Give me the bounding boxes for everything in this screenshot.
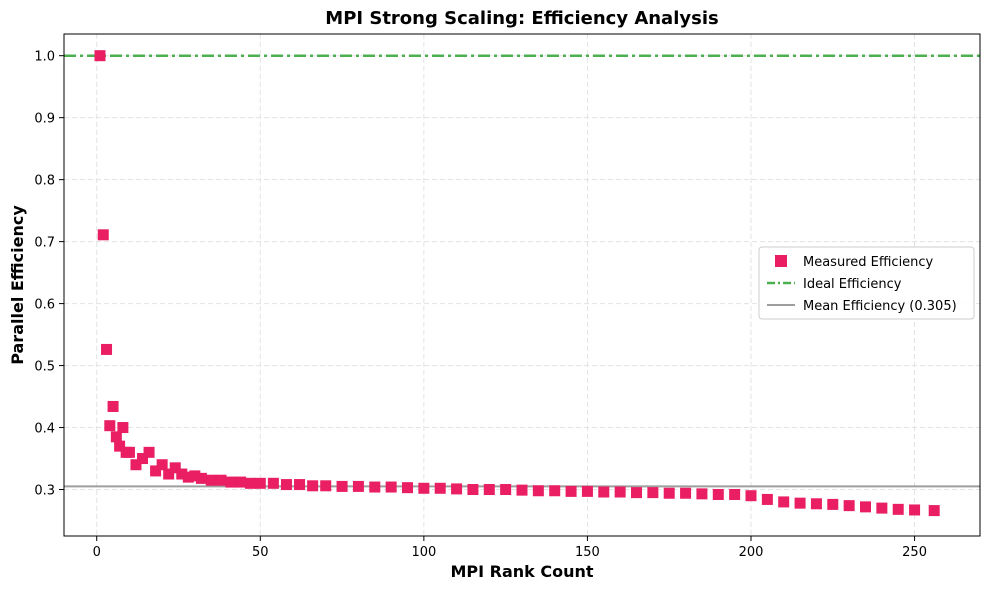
- data-point: [581, 485, 593, 497]
- data-point: [163, 468, 175, 480]
- data-point: [189, 470, 201, 482]
- data-point: [369, 481, 381, 493]
- data-point: [451, 483, 463, 495]
- data-point: [483, 484, 495, 496]
- y-tick-label: 0.3: [34, 484, 55, 499]
- data-point: [745, 490, 757, 502]
- legend: Measured Efficiency Ideal Efficiency Mean …: [758, 246, 975, 320]
- data-point: [104, 420, 116, 432]
- data-point: [402, 482, 413, 494]
- data-point: [565, 485, 577, 497]
- data-point: [843, 500, 855, 512]
- y-tick-label: 0.7: [34, 236, 55, 251]
- data-point: [712, 488, 724, 500]
- y-tick-label: 0.6: [34, 298, 55, 313]
- data-point: [614, 486, 626, 498]
- data-point: [909, 504, 921, 516]
- x-tick-label: 100: [411, 545, 436, 560]
- x-tick-label: 50: [252, 545, 269, 560]
- data-point: [107, 400, 119, 412]
- data-point: [114, 440, 126, 452]
- data-point: [778, 496, 790, 508]
- data-point: [150, 465, 162, 477]
- x-tick-label: 250: [902, 545, 927, 560]
- y-tick-label: 1.0: [34, 50, 55, 65]
- data-point: [549, 485, 561, 497]
- data-point: [696, 488, 708, 500]
- data-point: [280, 479, 292, 491]
- data-point: [810, 498, 822, 510]
- y-axis-ticks: 0.3 0.4 0.5 0.6 0.7 0.8 0.9 1.0: [34, 50, 64, 499]
- y-tick-label: 0.5: [34, 360, 55, 375]
- legend-box: [758, 246, 975, 320]
- data-point: [176, 468, 188, 480]
- plot-frame: [63, 33, 981, 537]
- legend-measured-swatch: [775, 255, 787, 267]
- data-point: [385, 481, 397, 493]
- data-point: [244, 477, 256, 489]
- data-point: [467, 484, 479, 496]
- data-point: [117, 422, 129, 434]
- legend-label: Measured Efficiency: [803, 255, 934, 270]
- data-point: [532, 485, 544, 497]
- data-point: [195, 472, 207, 484]
- data-point: [254, 477, 266, 489]
- data-point: [267, 477, 279, 489]
- x-axis-title: MPI Rank Count: [450, 562, 593, 581]
- data-point: [892, 503, 904, 515]
- data-point: [680, 487, 692, 499]
- y-tick-label: 0.9: [34, 112, 55, 127]
- data-point: [418, 482, 430, 494]
- data-point: [663, 487, 675, 499]
- data-point: [294, 479, 306, 491]
- data-point: [235, 476, 247, 488]
- data-point: [876, 502, 888, 514]
- y-tick-label: 0.4: [34, 422, 55, 437]
- data-point: [500, 484, 512, 496]
- data-point: [598, 486, 610, 498]
- data-point: [794, 497, 806, 509]
- data-point: [169, 462, 181, 474]
- data-point: [94, 50, 106, 62]
- legend-label: Ideal Efficiency: [803, 277, 902, 292]
- x-tick-label: 200: [739, 545, 764, 560]
- data-point: [631, 487, 642, 499]
- x-tick-label: 0: [93, 545, 101, 560]
- data-point: [156, 459, 168, 471]
- data-point: [205, 474, 217, 486]
- legend-label: Mean Efficiency (0.305): [803, 299, 957, 314]
- data-point: [761, 493, 773, 505]
- data-point: [827, 498, 839, 510]
- data-point: [225, 476, 237, 488]
- data-point: [110, 431, 122, 443]
- data-point: [516, 484, 528, 496]
- data-points: [94, 50, 940, 517]
- chart-title: MPI Strong Scaling: Efficiency Analysis: [325, 8, 718, 29]
- data-point: [860, 501, 871, 513]
- data-point: [137, 453, 149, 465]
- data-point: [647, 487, 659, 499]
- x-tick-label: 150: [575, 545, 600, 560]
- data-point: [143, 446, 155, 458]
- y-axis-title: Parallel Efficiency: [8, 205, 27, 365]
- y-tick-label: 0.8: [34, 174, 55, 189]
- data-point: [928, 505, 940, 517]
- x-axis-ticks: 0 50 100 150 200 250: [93, 536, 927, 560]
- data-point: [352, 480, 364, 492]
- data-point: [123, 446, 135, 458]
- data-point: [336, 480, 348, 492]
- data-point: [307, 480, 319, 492]
- data-point: [434, 482, 446, 494]
- data-point: [182, 471, 194, 483]
- data-point: [320, 480, 332, 492]
- data-point: [215, 474, 227, 486]
- data-point: [729, 488, 741, 500]
- data-point: [97, 229, 109, 241]
- data-point: [130, 459, 142, 471]
- data-point: [101, 343, 113, 355]
